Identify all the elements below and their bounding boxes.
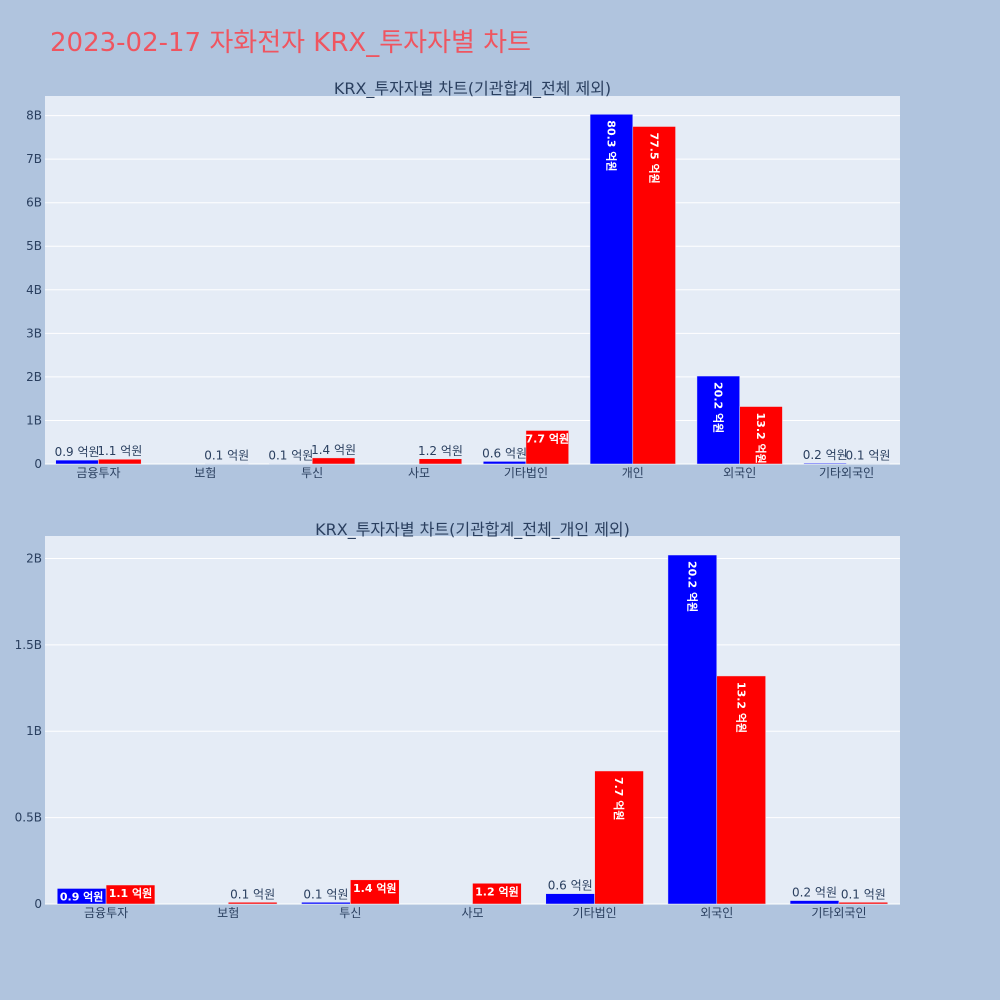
bar-value-label: 7.7 억원 <box>612 777 626 821</box>
x-tick-label: 기타외국인 <box>811 906 866 920</box>
bar <box>418 458 463 465</box>
x-tick-label: 보험 <box>194 466 216 480</box>
x-tick-label: 보험 <box>217 906 239 920</box>
bar-value-label: 0.1 억원 <box>230 887 275 901</box>
bar-value-label: 1.2 억원 <box>475 884 519 898</box>
bar <box>589 114 634 465</box>
bar-value-label: 13.2 억원 <box>754 413 768 464</box>
bar <box>472 883 522 905</box>
bar <box>525 430 569 465</box>
bar-value-label: 0.1 억원 <box>204 449 249 463</box>
bar-value-label: 0.2 억원 <box>792 886 837 900</box>
bar <box>739 406 783 465</box>
bar <box>350 879 400 905</box>
x-tick-label: 금융투자 <box>84 906 128 920</box>
bar-value-label: 0.2 억원 <box>803 448 848 462</box>
bar-value-label: 0.1 억원 <box>268 449 313 463</box>
x-tick-label: 사모 <box>408 466 430 480</box>
bar <box>696 375 740 465</box>
x-tick-label: 사모 <box>461 906 483 920</box>
x-tick-label: 투신 <box>301 466 323 480</box>
x-tick-label: 투신 <box>339 906 361 920</box>
plot-area <box>45 96 900 464</box>
x-tick-label: 금융투자 <box>76 466 120 480</box>
bar-value-label: 0.1 억원 <box>845 449 890 463</box>
bar-value-label: 0.9 억원 <box>60 889 104 903</box>
bar <box>632 126 676 465</box>
bar-value-label: 1.1 억원 <box>97 444 142 458</box>
bar-value-label: 7.7 억원 <box>526 431 570 445</box>
y-tick-label: 2B <box>26 551 42 565</box>
y-tick-label: 0 <box>34 897 42 911</box>
y-tick-label: 5B <box>26 239 42 253</box>
bar-value-label: 13.2 억원 <box>734 682 748 733</box>
x-tick-label: 외국인 <box>700 906 733 920</box>
investor-chart-excluding-institution-total: 0 1B 2B 3B 4B 5B 6B 7B 8B KRX_투자자별 차트(기관합계_전체 제외)… <box>26 79 900 480</box>
chart-title: KRX_투자자별 차트(기관합계_전체 제외) <box>334 79 611 99</box>
bar-value-label: 20.2 억원 <box>711 382 725 433</box>
bar-value-label: 1.4 억원 <box>311 443 356 457</box>
bar <box>98 458 142 465</box>
bar-value-label: 77.5 억원 <box>647 132 661 183</box>
bar <box>105 884 156 905</box>
y-tick-label: 0.5B <box>15 811 42 825</box>
plot-area <box>45 536 900 904</box>
bar-value-label: 1.4 억원 <box>353 881 397 895</box>
y-tick-label: 4B <box>26 283 42 297</box>
bar-value-label: 20.2 억원 <box>686 561 700 612</box>
y-tick-label: 3B <box>26 326 42 340</box>
y-tick-label: 1B <box>26 413 42 427</box>
bar <box>301 902 351 905</box>
page-title: 2023-02-17 자화전자 KRX_투자자별 차트 <box>50 28 532 58</box>
bar <box>716 675 766 905</box>
y-tick-label: 1.5B <box>15 638 42 652</box>
x-tick-label: 외국인 <box>723 466 756 480</box>
x-tick-label: 기타법인 <box>504 466 548 480</box>
bar-value-label: 1.2 억원 <box>418 444 463 458</box>
y-tick-label: 6B <box>26 196 42 210</box>
y-tick-label: 1B <box>26 724 42 738</box>
bar <box>594 770 644 905</box>
bar-value-label: 0.9 억원 <box>55 445 100 459</box>
bar <box>227 902 278 905</box>
x-tick-label: 기타외국인 <box>819 466 874 480</box>
bar <box>545 893 595 905</box>
bar-value-label: 0.1 억원 <box>303 887 348 901</box>
chart-title: KRX_투자자별 차트(기관합계_전체_개인 제외) <box>315 520 630 540</box>
bar-value-label: 80.3 억원 <box>605 120 619 171</box>
y-tick-label: 8B <box>26 109 42 123</box>
x-tick-label: 개인 <box>622 466 644 480</box>
bar <box>838 902 889 905</box>
bar-value-label: 0.1 억원 <box>841 887 886 901</box>
x-tick-label: 기타법인 <box>573 906 617 920</box>
y-tick-label: 0 <box>34 457 42 471</box>
bar-value-label: 0.6 억원 <box>548 879 593 893</box>
y-tick-label: 2B <box>26 370 42 384</box>
y-tick-label: 7B <box>26 152 42 166</box>
bar <box>667 554 718 905</box>
bar <box>311 457 356 465</box>
bar-value-label: 1.1 억원 <box>109 886 153 900</box>
bar-value-label: 0.6 억원 <box>482 446 527 460</box>
bar <box>789 900 840 905</box>
